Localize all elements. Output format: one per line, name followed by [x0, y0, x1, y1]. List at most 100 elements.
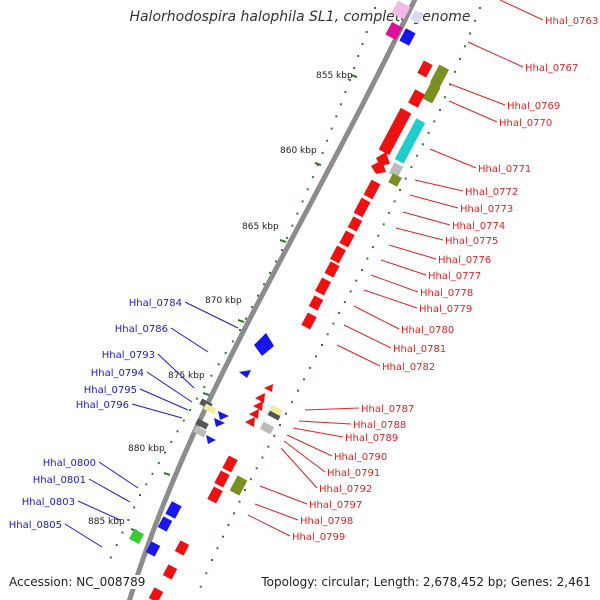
- leader-line: [370, 274, 419, 293]
- gene-label[interactable]: Hhal_0775: [445, 236, 498, 247]
- gene-label[interactable]: Hhal_0798: [300, 516, 353, 527]
- gene-label[interactable]: Hhal_0777: [428, 271, 481, 282]
- gene-label[interactable]: Hhal_0781: [393, 344, 446, 355]
- gene-feature: [264, 384, 273, 392]
- inner-tick-dot: [203, 386, 206, 389]
- leader-line: [467, 41, 524, 68]
- inner-tick-dot: [286, 236, 289, 239]
- leader-line: [286, 434, 333, 457]
- gene-label[interactable]: Hhal_0773: [460, 204, 513, 215]
- leader-line: [254, 503, 299, 521]
- outer-tick-dot: [216, 547, 219, 550]
- inner-tick-dot: [321, 151, 324, 154]
- outer-tick-dot: [297, 389, 299, 392]
- gene-feature: [207, 486, 223, 504]
- gene-feature: [203, 403, 217, 415]
- inner-tick-dot: [330, 127, 333, 130]
- outer-tick-dot: [382, 223, 385, 226]
- gene-label[interactable]: Hhal_0769: [507, 101, 560, 112]
- outer-tick-dot: [249, 478, 252, 481]
- leader-line: [353, 305, 400, 330]
- kbp-tick-mark: [163, 472, 171, 476]
- gene-feature: [394, 118, 426, 164]
- gene-label[interactable]: Hhal_0770: [499, 118, 552, 129]
- gene-label[interactable]: Hhal_0780: [401, 325, 454, 336]
- leader-line: [98, 461, 139, 489]
- gene-label[interactable]: Hhal_0789: [345, 433, 398, 444]
- gene-label[interactable]: Hhal_0787: [361, 404, 414, 415]
- gene-label[interactable]: Hhal_0784: [129, 298, 182, 309]
- inner-tick-dot: [374, 7, 376, 9]
- inner-tick-dot: [145, 483, 148, 486]
- gene-feature: [301, 312, 317, 330]
- kbp-tick-label: 880 kbp: [128, 444, 165, 454]
- gene-label[interactable]: Hhal_0795: [84, 385, 137, 396]
- leader-line: [139, 388, 189, 411]
- outer-tick-dot: [474, 19, 476, 22]
- gene-label[interactable]: Hhal_0776: [438, 255, 491, 266]
- outer-tick-dot: [238, 500, 241, 503]
- gene-feature: [388, 162, 404, 178]
- gene-label[interactable]: Hhal_0790: [334, 452, 387, 463]
- outer-tick-dot: [332, 322, 335, 325]
- outer-tick-dot: [244, 489, 246, 491]
- leader-line: [157, 353, 195, 389]
- outer-tick-dot: [421, 143, 424, 146]
- label-leaders: [64, 0, 544, 548]
- inner-tick-dot: [133, 506, 136, 509]
- leader-line: [184, 301, 239, 329]
- leader-line: [77, 500, 121, 521]
- outer-tick-dot: [377, 234, 380, 237]
- gene-label[interactable]: Hhal_0796: [76, 400, 129, 411]
- gene-label[interactable]: Hhal_0786: [115, 324, 168, 335]
- gene-feature: [353, 197, 371, 218]
- genome-title: Halorhodospira halophila SL1, complete g…: [129, 9, 471, 25]
- gene-label[interactable]: Hhal_0779: [419, 304, 472, 315]
- gene-label[interactable]: Hhal_0799: [292, 532, 345, 543]
- gene-label[interactable]: Hhal_0774: [452, 221, 505, 232]
- gene-label[interactable]: Hhal_0763: [545, 16, 598, 27]
- gene-label[interactable]: Hhal_0800: [43, 458, 96, 469]
- outer-tick-dot: [255, 467, 258, 470]
- gene-label[interactable]: Hhal_0792: [319, 484, 372, 495]
- inner-tick-dot: [224, 351, 227, 354]
- outer-tick-dot: [416, 154, 419, 157]
- gene-label[interactable]: Hhal_0778: [420, 288, 473, 299]
- inner-tick-dot: [353, 67, 356, 69]
- gene-label[interactable]: Hhal_0794: [91, 368, 144, 379]
- leader-line: [363, 289, 418, 309]
- gene-label[interactable]: Hhal_0782: [382, 362, 435, 373]
- outer-tick-dot: [444, 96, 446, 99]
- tick-marks: 855 kbp 860 kbp 865 kbp 870 kbp 875 kbp 880 k…: [88, 71, 358, 532]
- inner-tick-dot: [263, 283, 265, 286]
- leader-line: [259, 485, 308, 505]
- inner-tick-dot: [251, 306, 253, 309]
- outer-tick-dot: [349, 290, 352, 293]
- gene-feature: [315, 277, 331, 296]
- outer-tick-dot: [388, 211, 391, 214]
- outer-tick-dot: [273, 434, 276, 437]
- gene-feature: [324, 261, 340, 278]
- gene-label[interactable]: Hhal_0801: [33, 475, 86, 486]
- leader-line: [343, 324, 392, 349]
- gene-label[interactable]: Hhal_0797: [309, 500, 362, 511]
- gene-label[interactable]: Hhal_0805: [9, 520, 62, 531]
- gene-label[interactable]: Hhal_0772: [465, 187, 518, 198]
- gene-feature: [267, 410, 281, 421]
- gene-label[interactable]: Hhal_0793: [102, 350, 155, 361]
- leader-line: [449, 83, 506, 106]
- outer-tick-dot: [361, 269, 363, 271]
- outer-tick-dot: [410, 166, 413, 169]
- gene-label[interactable]: Hhal_0791: [327, 468, 380, 479]
- inner-tick-dot: [306, 188, 309, 191]
- inner-tick-dot: [257, 294, 259, 297]
- outer-tick-dot: [459, 58, 461, 60]
- gene-feature: [363, 179, 381, 200]
- gene-label[interactable]: Hhal_0788: [353, 420, 406, 431]
- gene-feature: [371, 160, 386, 174]
- gene-label[interactable]: Hhal_0771: [478, 164, 531, 175]
- gene-feature: [229, 475, 248, 496]
- gene-label[interactable]: Hhal_0767: [525, 63, 578, 74]
- gene-label[interactable]: Hhal_0803: [22, 497, 75, 508]
